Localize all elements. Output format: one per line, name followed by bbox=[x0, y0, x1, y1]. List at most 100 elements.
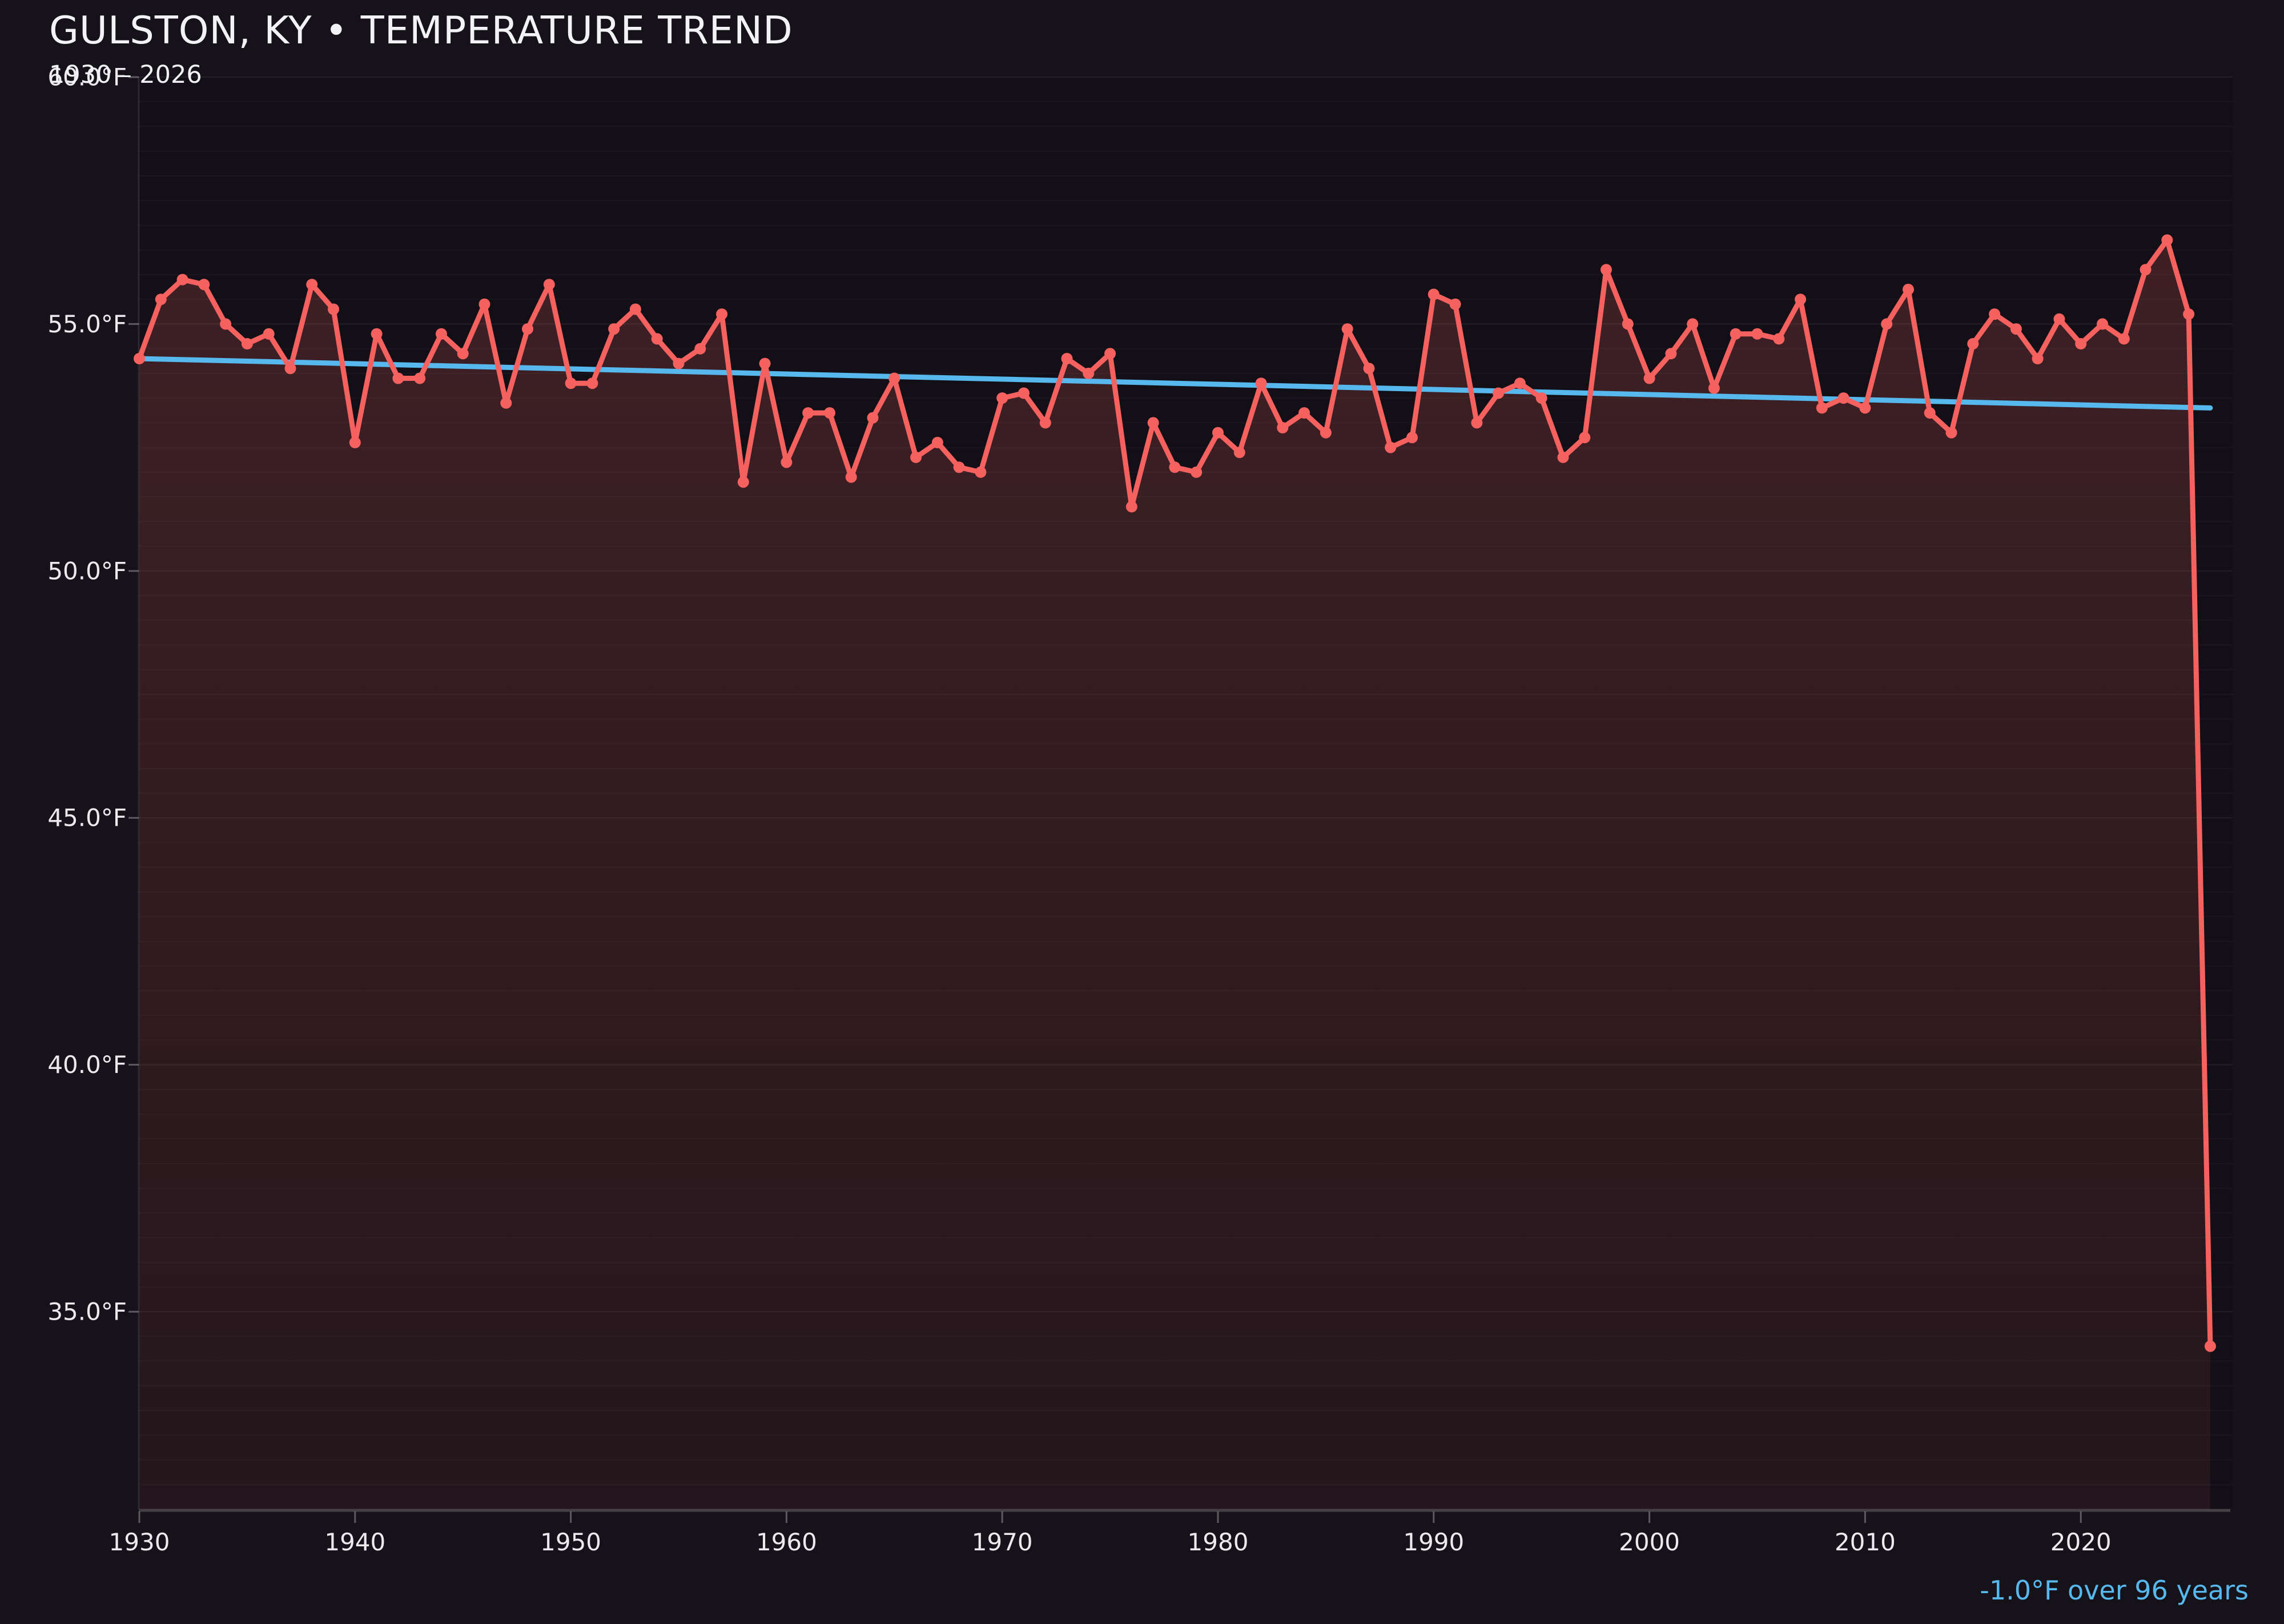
data-point-dot bbox=[931, 437, 943, 448]
data-point-dot bbox=[1687, 318, 1699, 330]
y-tick-label: 60.0°F bbox=[47, 63, 127, 91]
data-point-dot bbox=[1859, 402, 1871, 414]
data-point-dot bbox=[1493, 387, 1505, 399]
data-point-dot bbox=[1061, 353, 1073, 364]
data-point-dot bbox=[716, 308, 728, 320]
data-point-dot bbox=[220, 318, 232, 330]
data-point-dot bbox=[1665, 348, 1677, 360]
data-point-dot bbox=[284, 363, 296, 375]
data-point-dot bbox=[1471, 417, 1483, 429]
x-tick-label: 2010 bbox=[1835, 1528, 1896, 1556]
data-point-dot bbox=[694, 343, 706, 355]
data-point-dot bbox=[1795, 294, 1807, 305]
data-point-dot bbox=[1730, 328, 1742, 340]
data-point-dot bbox=[651, 333, 663, 345]
data-point-dot bbox=[888, 372, 900, 384]
data-point-dot bbox=[1298, 407, 1310, 419]
data-point-dot bbox=[1601, 264, 1612, 276]
data-point-dot bbox=[2053, 313, 2065, 325]
y-tick-label: 40.0°F bbox=[47, 1051, 127, 1079]
data-point-dot bbox=[953, 461, 965, 473]
data-point-dot bbox=[608, 323, 620, 335]
data-point-dot bbox=[1125, 501, 1137, 513]
data-point-dot bbox=[349, 437, 361, 448]
data-point-dot bbox=[759, 357, 771, 369]
data-point-dot bbox=[1233, 447, 1245, 459]
x-tick-label: 2020 bbox=[2050, 1528, 2112, 1556]
data-point-dot bbox=[673, 357, 685, 369]
data-point-dot bbox=[1816, 402, 1828, 414]
data-point-dot bbox=[1449, 298, 1461, 310]
data-point-dot bbox=[802, 407, 814, 419]
data-point-dot bbox=[522, 323, 533, 335]
y-tick-label: 35.0°F bbox=[47, 1298, 127, 1326]
data-point-dot bbox=[478, 298, 490, 310]
data-point-dot bbox=[1147, 417, 1159, 429]
data-point-dot bbox=[457, 348, 469, 360]
data-point-dot bbox=[2097, 318, 2108, 330]
data-point-dot bbox=[910, 451, 922, 463]
x-tick-label: 1970 bbox=[972, 1528, 1033, 1556]
data-point-dot bbox=[155, 294, 167, 305]
data-point-dot bbox=[1989, 308, 2001, 320]
data-point-dot bbox=[371, 328, 383, 340]
data-point-dot bbox=[2183, 308, 2195, 320]
data-point-dot bbox=[1018, 387, 1030, 399]
data-point-dot bbox=[629, 303, 641, 315]
data-point-dot bbox=[1579, 432, 1591, 444]
data-point-dot bbox=[867, 412, 879, 424]
data-point-dot bbox=[1406, 432, 1418, 444]
data-point-dot bbox=[1967, 338, 1979, 349]
data-point-dot bbox=[328, 303, 339, 315]
data-point-dot bbox=[176, 274, 188, 286]
data-point-dot bbox=[824, 407, 835, 419]
data-point-dot bbox=[996, 392, 1008, 404]
data-point-dot bbox=[1341, 323, 1353, 335]
data-point-dot bbox=[263, 328, 275, 340]
data-point-dot bbox=[1903, 283, 1914, 295]
x-tick-label: 1980 bbox=[1188, 1528, 1249, 1556]
data-point-dot bbox=[2075, 338, 2087, 349]
data-point-dot bbox=[975, 466, 987, 478]
data-point-dot bbox=[1083, 367, 1095, 379]
data-point-dot bbox=[1751, 328, 1763, 340]
data-point-dot bbox=[1385, 441, 1397, 453]
x-tick-label: 1990 bbox=[1403, 1528, 1464, 1556]
data-point-dot bbox=[1945, 427, 1957, 439]
data-point-dot bbox=[1837, 392, 1849, 404]
data-point-dot bbox=[1514, 377, 1526, 389]
x-tick-label: 2000 bbox=[1619, 1528, 1680, 1556]
data-point-dot bbox=[1277, 422, 1289, 433]
data-point-dot bbox=[2204, 1340, 2216, 1352]
data-point-dot bbox=[1557, 451, 1569, 463]
page-title: GULSTON, KY • TEMPERATURE TREND bbox=[49, 8, 793, 53]
data-point-dot bbox=[2010, 323, 2022, 335]
data-point-dot bbox=[1191, 466, 1203, 478]
data-point-dot bbox=[1427, 288, 1439, 300]
data-point-dot bbox=[1622, 318, 1634, 330]
data-point-dot bbox=[2118, 333, 2130, 345]
data-point-dot bbox=[306, 279, 318, 291]
data-point-dot bbox=[1643, 372, 1655, 384]
data-point-dot bbox=[781, 456, 793, 468]
data-point-dot bbox=[1881, 318, 1893, 330]
data-point-dot bbox=[241, 338, 253, 349]
data-point-dot bbox=[845, 471, 857, 483]
data-point-dot bbox=[1104, 348, 1116, 360]
data-point-dot bbox=[1212, 427, 1224, 439]
data-point-dot bbox=[500, 397, 512, 409]
data-point-dot bbox=[586, 377, 598, 389]
x-tick-label: 1930 bbox=[109, 1528, 170, 1556]
x-tick-label: 1950 bbox=[540, 1528, 601, 1556]
data-point-dot bbox=[1169, 461, 1181, 473]
data-point-dot bbox=[1363, 363, 1375, 375]
x-tick-label: 1940 bbox=[324, 1528, 385, 1556]
data-point-dot bbox=[134, 353, 145, 364]
data-point-dot bbox=[1039, 417, 1051, 429]
data-point-dot bbox=[1255, 377, 1267, 389]
data-point-dot bbox=[414, 372, 426, 384]
data-point-dot bbox=[1773, 333, 1785, 345]
data-point-dot bbox=[565, 377, 577, 389]
y-tick-label: 45.0°F bbox=[47, 804, 127, 832]
